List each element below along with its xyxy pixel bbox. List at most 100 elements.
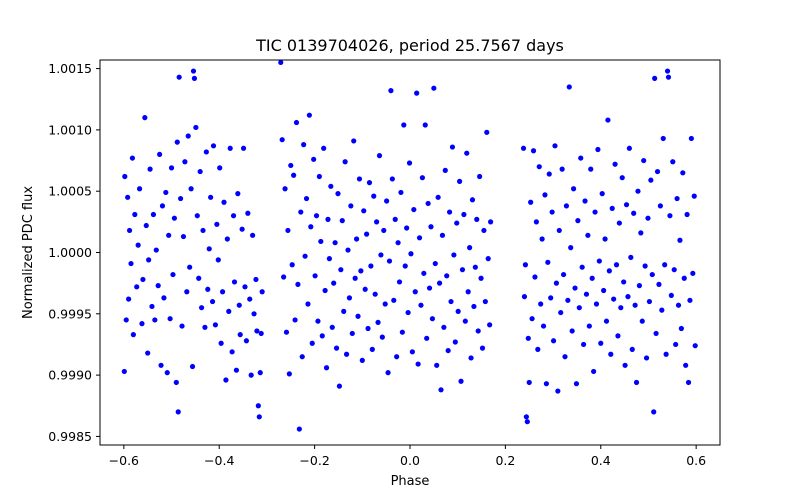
data-point — [358, 268, 364, 274]
data-point — [200, 227, 206, 234]
data-point — [214, 221, 220, 227]
data-point — [203, 149, 209, 155]
data-point — [642, 263, 648, 269]
data-point — [384, 198, 390, 204]
data-point — [395, 240, 401, 246]
data-point — [461, 211, 467, 218]
data-point — [289, 262, 295, 268]
data-point — [227, 145, 233, 151]
data-point — [346, 295, 353, 301]
data-point — [258, 330, 264, 337]
x-tick-label: 0.2 — [495, 453, 515, 468]
x-tick-label: 0.6 — [686, 453, 706, 468]
data-point — [231, 279, 238, 285]
data-point — [428, 224, 434, 230]
data-point — [331, 280, 337, 286]
data-point — [322, 287, 328, 294]
data-point — [303, 195, 310, 202]
data-point — [189, 363, 196, 370]
data-point — [405, 309, 411, 316]
data-point — [391, 297, 397, 303]
y-tick-label: 0.9985 — [48, 429, 92, 444]
data-point — [426, 285, 433, 291]
data-point — [319, 333, 325, 339]
data-point — [325, 216, 331, 222]
data-point — [585, 232, 591, 238]
data-point — [459, 267, 466, 273]
data-point — [197, 168, 203, 175]
data-point — [540, 323, 547, 329]
data-point — [429, 316, 436, 322]
data-point — [524, 419, 530, 425]
data-point — [475, 328, 481, 334]
data-point — [656, 281, 662, 287]
data-point — [224, 236, 230, 242]
data-point — [353, 236, 360, 242]
data-point — [233, 367, 239, 373]
data-point — [336, 383, 343, 389]
data-point — [419, 175, 425, 181]
data-point — [556, 227, 562, 234]
data-point — [481, 227, 487, 234]
data-point — [589, 275, 595, 281]
data-point — [188, 186, 194, 192]
data-point — [282, 186, 288, 192]
data-point — [469, 197, 476, 203]
data-point — [134, 284, 140, 290]
data-point — [458, 378, 464, 384]
data-point — [343, 351, 350, 357]
data-points — [121, 59, 698, 432]
data-point — [382, 301, 388, 307]
data-point — [359, 357, 365, 363]
data-point — [167, 316, 173, 322]
data-point — [288, 162, 294, 169]
data-point — [130, 332, 136, 338]
data-point — [229, 349, 235, 355]
data-point — [376, 153, 383, 159]
x-tick-label: 0.4 — [591, 453, 611, 468]
data-point — [285, 227, 291, 234]
data-point — [158, 362, 164, 368]
data-point — [415, 361, 421, 367]
data-point — [302, 253, 308, 259]
data-point — [602, 236, 608, 242]
data-point — [298, 209, 304, 215]
data-point — [626, 145, 632, 151]
data-point — [248, 372, 254, 378]
data-point — [121, 368, 127, 375]
data-point — [546, 171, 552, 177]
data-point — [484, 129, 490, 135]
data-point — [449, 144, 456, 150]
data-point — [123, 317, 129, 323]
data-point — [208, 194, 214, 200]
data-point — [219, 289, 226, 295]
data-point — [623, 202, 630, 208]
data-point — [126, 296, 132, 302]
data-point — [309, 340, 315, 346]
data-point — [468, 355, 474, 361]
data-point — [411, 206, 417, 213]
data-point — [454, 220, 460, 226]
data-point — [333, 345, 340, 351]
data-point — [166, 232, 172, 238]
data-point — [190, 68, 197, 74]
data-point — [425, 200, 431, 207]
data-point — [668, 292, 674, 299]
x-tick-label: −0.4 — [204, 453, 234, 468]
data-point — [436, 280, 443, 286]
data-point — [563, 203, 570, 209]
data-point — [593, 301, 600, 307]
data-point — [596, 258, 602, 264]
data-point — [385, 370, 391, 376]
data-point — [180, 233, 187, 240]
data-point — [601, 287, 607, 294]
data-point — [552, 143, 558, 149]
data-point — [555, 388, 561, 394]
data-point — [471, 303, 477, 310]
data-point — [529, 316, 535, 322]
data-point — [553, 280, 560, 286]
data-point — [389, 176, 395, 182]
data-point — [659, 307, 665, 313]
data-point — [570, 186, 577, 192]
